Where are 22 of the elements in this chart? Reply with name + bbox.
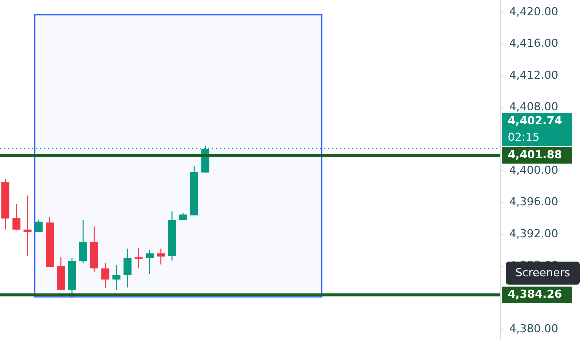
ref-line-label: 4,384.26 [508, 288, 563, 302]
candlestick [57, 257, 66, 291]
y-tick-label: 4,400.00 [510, 164, 558, 177]
candlestick [157, 248, 166, 266]
y-tick-label: 4,396.00 [510, 196, 558, 209]
y-tick-label: 4,380.00 [510, 322, 558, 336]
candlestick [102, 262, 110, 289]
y-tick-label: 4,412.00 [510, 68, 558, 82]
text: Screeners [516, 266, 571, 280]
candlestick [146, 250, 154, 275]
candlestick [79, 220, 88, 264]
text: 02:15 [508, 131, 540, 144]
candlestick [124, 248, 132, 288]
candlestick [134, 248, 143, 270]
y-tick-label: 4,416.00 [510, 37, 558, 50]
candlestick [112, 265, 121, 291]
ref-line-label: 4,401.88 [508, 148, 562, 162]
y-tick-label: 4,408.00 [510, 100, 558, 114]
ref-line-label: 4,402.74 [508, 114, 563, 128]
candlestick [12, 204, 21, 232]
y-tick-label: 4,392.00 [510, 227, 558, 240]
y-tick-label: 4,420.00 [510, 5, 558, 18]
